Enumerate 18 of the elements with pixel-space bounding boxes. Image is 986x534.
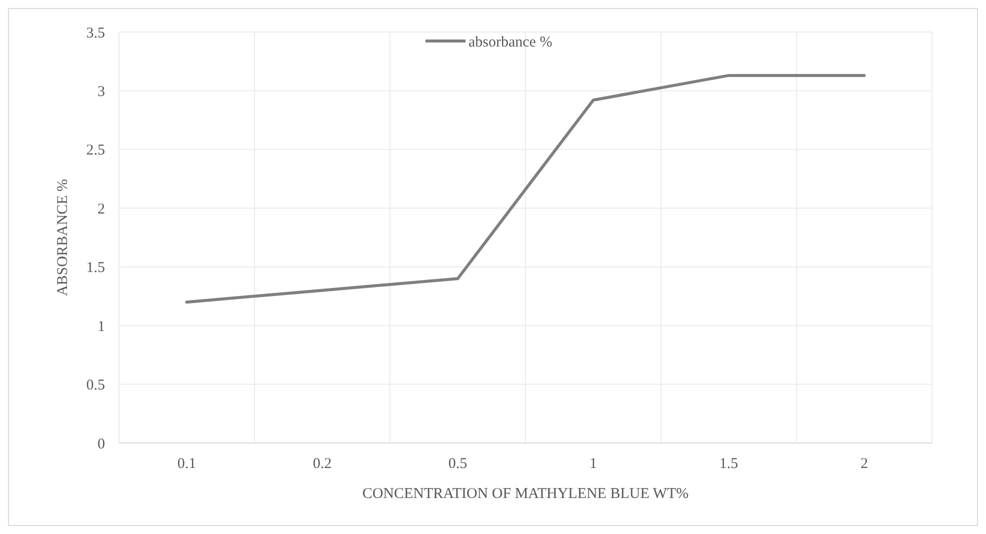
y-axis-title: ABSORBANCE % xyxy=(55,178,71,296)
x-tick-label: 0.5 xyxy=(448,456,468,472)
line-series xyxy=(185,74,866,304)
y-tick-label: 3.5 xyxy=(86,25,105,42)
x-tick-label: 2 xyxy=(860,456,868,472)
y-tick-label: 3 xyxy=(98,84,105,100)
x-tick-label: 1 xyxy=(590,456,597,472)
y-tick-label: 1.5 xyxy=(86,260,105,276)
x-axis-title: CONCENTRATION OF MATHYLENE BLUE WT% xyxy=(362,486,689,502)
y-tick-label: 0 xyxy=(98,436,105,452)
legend-label: absorbance % xyxy=(468,34,552,50)
y-tick-label: 0.5 xyxy=(86,378,105,394)
x-tick-label: 0.1 xyxy=(177,456,196,472)
x-tick-label: 1.5 xyxy=(719,456,738,472)
y-tick-label: 2 xyxy=(98,201,105,218)
x-tick-label: 0.2 xyxy=(312,456,332,472)
y-tick-label: 1 xyxy=(98,318,105,335)
y-tick-label: 2.5 xyxy=(86,142,105,159)
